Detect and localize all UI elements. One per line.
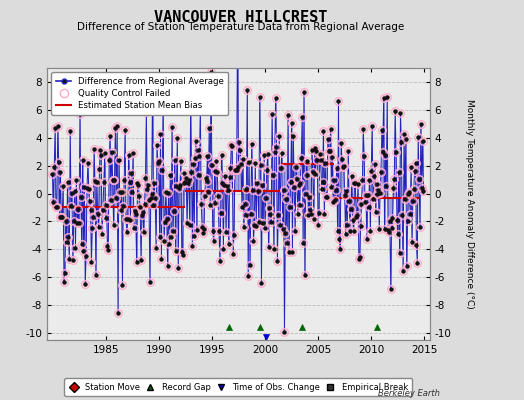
- Text: VANCOUVER HILLCREST: VANCOUVER HILLCREST: [155, 10, 328, 25]
- Y-axis label: Monthly Temperature Anomaly Difference (°C): Monthly Temperature Anomaly Difference (…: [465, 99, 474, 309]
- Text: Berkeley Earth: Berkeley Earth: [378, 389, 440, 398]
- Text: Difference of Station Temperature Data from Regional Average: Difference of Station Temperature Data f…: [78, 22, 405, 32]
- Legend: Station Move, Record Gap, Time of Obs. Change, Empirical Break: Station Move, Record Gap, Time of Obs. C…: [64, 378, 412, 396]
